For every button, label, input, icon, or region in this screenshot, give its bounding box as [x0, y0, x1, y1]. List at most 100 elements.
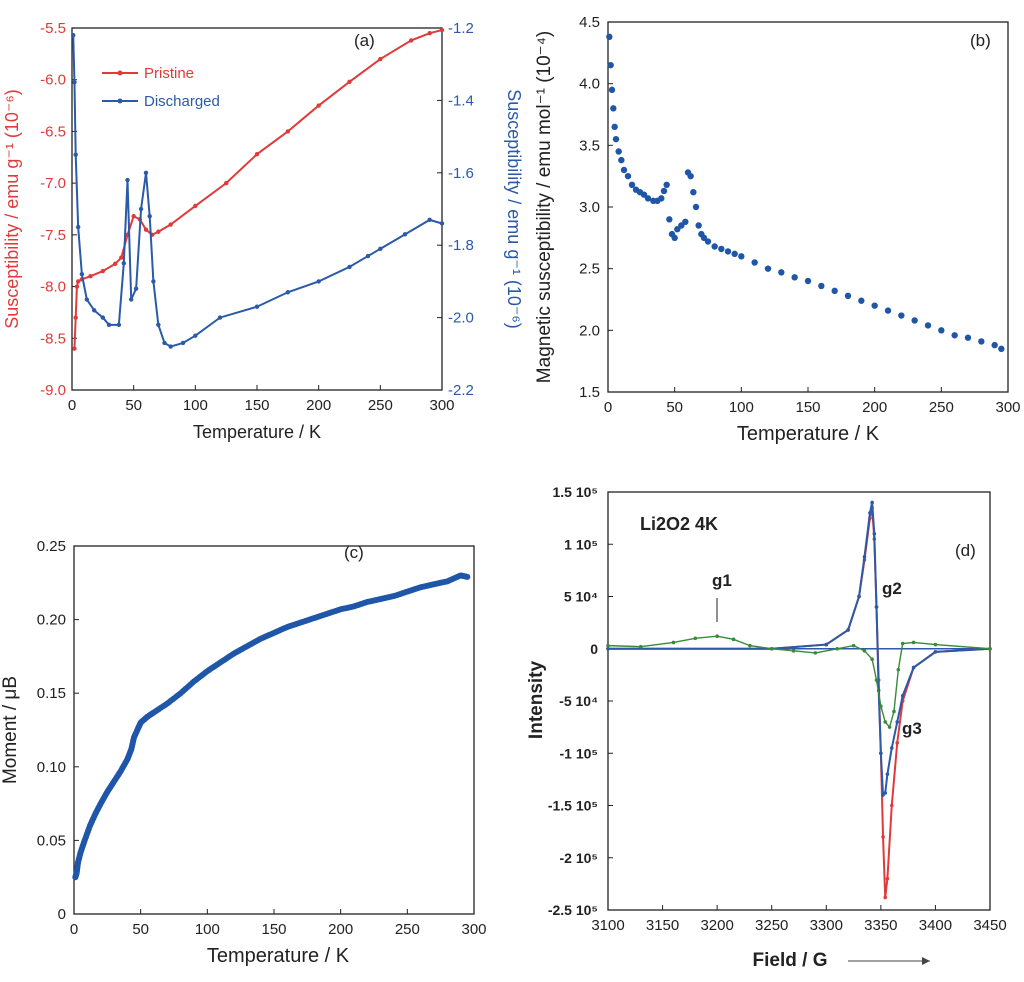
data-point-discharged	[147, 214, 152, 219]
data-point	[978, 338, 985, 345]
data-point-pristine	[74, 284, 80, 289]
data-point	[607, 61, 614, 69]
data-point-pristine	[408, 38, 414, 43]
d-ytick-label: 1.5 10⁵	[553, 484, 599, 500]
d-ytick-label: -1.5 10⁵	[548, 798, 598, 814]
a-xtick-label: 150	[244, 397, 269, 414]
c-ytick-label: 0.05	[37, 832, 66, 849]
data-point-difference-green	[851, 643, 856, 648]
data-point-discharged	[72, 80, 77, 85]
data-point-fit-blue	[885, 772, 890, 776]
b-xtick-label: 50	[666, 399, 683, 416]
data-point-difference-green	[911, 640, 916, 645]
data-point-discharged	[316, 279, 321, 284]
data-point-pristine	[143, 227, 149, 232]
data-point-discharged	[121, 261, 127, 266]
data-point-difference-green	[862, 649, 867, 653]
a-ytick-left-label: -9.0	[40, 382, 66, 399]
data-point-discharged	[84, 297, 90, 302]
panel-d: (d) Li2O2 4K Field / G Intensity 3100 315…	[526, 484, 1007, 971]
data-point	[671, 234, 678, 242]
data-point	[695, 222, 702, 229]
d-ytick-label: 5 10⁴	[564, 589, 598, 605]
data-point	[804, 277, 812, 285]
d-xtick-label: 3100	[591, 917, 624, 934]
data-point-difference-green	[887, 725, 892, 729]
data-point-discharged	[156, 322, 161, 328]
legend-label-discharged: Discharged	[144, 93, 220, 110]
data-point-fit-blue	[846, 628, 850, 632]
data-point	[692, 203, 700, 211]
data-point	[724, 248, 732, 255]
data-point-fit-blue	[900, 693, 905, 698]
panel-d-title: Li2O2 4K	[640, 514, 718, 534]
data-point	[751, 259, 758, 266]
data-point-discharged	[133, 286, 139, 291]
data-point-difference-green	[638, 644, 643, 649]
annotation-g2: g2	[882, 579, 902, 598]
data-point-difference-green	[731, 637, 736, 642]
data-point-fit-blue	[870, 500, 874, 505]
c-xtick-label: 0	[70, 921, 78, 938]
data-point-difference-green	[883, 720, 888, 724]
data-point-discharged	[285, 290, 291, 295]
data-point-difference-green	[813, 651, 818, 655]
data-point-discharged	[168, 344, 173, 349]
data-point-discharged	[100, 315, 106, 320]
b-xtick-label: 150	[795, 399, 820, 416]
data-point-pristine	[427, 30, 432, 36]
data-point	[831, 287, 838, 295]
a-xtick-label: 50	[125, 397, 142, 414]
data-point-pristine	[156, 229, 161, 234]
data-point-fit-blue	[911, 665, 916, 670]
a-ytick-right-label: -2.0	[448, 310, 474, 327]
panel-a: (a) Temperature / K Susceptibility / emu…	[2, 20, 524, 442]
data-point	[778, 269, 785, 276]
panel-b-xlabel: Temperature / K	[737, 423, 880, 445]
data-point	[718, 245, 725, 253]
data-point-difference-green	[896, 667, 901, 672]
data-point-pristine	[439, 27, 445, 33]
data-point-pristine	[254, 151, 260, 157]
data-point-fit-blue	[874, 605, 879, 609]
c-xtick-label: 250	[395, 921, 420, 938]
data-point-fit-blue	[895, 720, 900, 724]
data-point	[704, 238, 712, 245]
data-point-difference-green	[933, 642, 938, 647]
data-point	[624, 172, 632, 180]
data-point-pristine	[100, 268, 106, 274]
a-ytick-left-label: -8.0	[40, 279, 66, 296]
d-ytick-label: -5 10⁴	[559, 693, 598, 709]
data-point	[938, 327, 945, 334]
data-point	[663, 181, 670, 188]
c-ytick-label: 0.15	[37, 685, 66, 702]
data-point	[608, 86, 616, 94]
b-ytick-label: 4.5	[579, 14, 600, 31]
data-point	[618, 156, 625, 164]
d-xtick-label: 3150	[646, 917, 679, 934]
data-point-fit-blue	[872, 532, 877, 536]
data-point-difference-green	[870, 657, 874, 661]
a-ytick-right-label: -1.4	[448, 92, 474, 109]
panel-c-label: (c)	[344, 543, 364, 562]
data-point-discharged	[73, 152, 78, 157]
data-point-difference-green	[748, 643, 752, 648]
c-ytick-label: 0.20	[37, 612, 66, 629]
legend-label-pristine: Pristine	[144, 65, 194, 82]
data-point	[620, 166, 628, 174]
a-xtick-label: 100	[183, 397, 208, 414]
data-point-difference-green	[879, 704, 883, 709]
data-point-discharged	[151, 279, 156, 284]
data-point-discharged	[254, 304, 260, 309]
data-point-discharged	[439, 221, 445, 226]
data-point-discharged	[347, 264, 352, 270]
data-point	[711, 243, 718, 250]
panel-c-ylabel: Moment / μB	[0, 676, 21, 784]
data-point-pristine	[193, 203, 198, 209]
a-ytick-left-label: -5.5	[40, 20, 66, 37]
data-point-difference-green	[988, 646, 992, 651]
a-xtick-label: 300	[429, 397, 454, 414]
d-ytick-label: -2.5 10⁵	[548, 902, 598, 918]
data-point-fit-blue	[857, 594, 861, 599]
data-point	[911, 317, 918, 324]
